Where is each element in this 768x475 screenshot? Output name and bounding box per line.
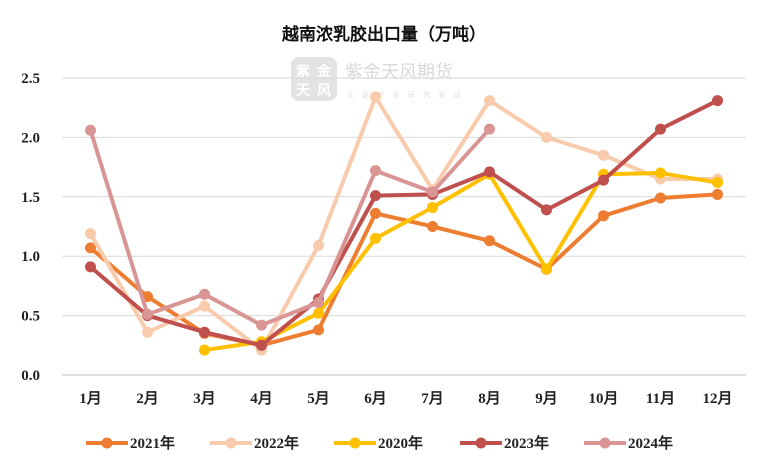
legend-marker bbox=[225, 437, 237, 449]
data-point bbox=[655, 192, 666, 204]
x-tick-label: 4月 bbox=[250, 390, 273, 407]
data-point bbox=[655, 123, 666, 135]
data-point bbox=[85, 242, 96, 254]
x-tick-label: 5月 bbox=[307, 390, 330, 407]
data-point bbox=[541, 204, 552, 216]
data-point bbox=[313, 297, 324, 309]
data-point bbox=[712, 188, 723, 200]
series-line bbox=[88, 98, 720, 348]
x-tick-label: 8月 bbox=[478, 390, 501, 407]
y-axis: 0.0 0.5 1.0 1.5 2.0 2.5 bbox=[21, 71, 40, 384]
data-point bbox=[142, 326, 153, 338]
data-point bbox=[370, 190, 381, 202]
data-point bbox=[199, 300, 210, 312]
series-3 bbox=[199, 167, 723, 356]
series-group bbox=[85, 91, 723, 356]
x-tick-label: 10月 bbox=[588, 390, 618, 407]
data-point bbox=[85, 124, 96, 136]
watermark-logo-icon bbox=[291, 57, 337, 101]
grid bbox=[62, 77, 746, 376]
data-point bbox=[427, 201, 438, 213]
data-point bbox=[484, 95, 495, 107]
x-tick-label: 3月 bbox=[193, 390, 216, 407]
x-tick-label: 2月 bbox=[136, 390, 159, 407]
legend-marker bbox=[349, 437, 361, 449]
y-tick-label: 1.0 bbox=[21, 249, 40, 265]
y-tick-label: 0.5 bbox=[21, 309, 40, 325]
watermark-name: 紫金天风期货 bbox=[345, 62, 453, 83]
legend-marker bbox=[599, 437, 611, 449]
series-line bbox=[202, 171, 720, 353]
data-point bbox=[712, 95, 723, 107]
data-point bbox=[199, 288, 210, 300]
x-tick-label: 12月 bbox=[702, 390, 732, 407]
watermark-glyph: 紫 bbox=[296, 63, 310, 80]
data-point bbox=[541, 131, 552, 143]
legend-label: 2021年 bbox=[130, 434, 175, 452]
legend-marker bbox=[101, 437, 113, 449]
data-point bbox=[313, 240, 324, 252]
data-point bbox=[256, 319, 267, 331]
y-tick-label: 1.5 bbox=[21, 190, 40, 206]
data-point bbox=[655, 167, 666, 179]
series-5 bbox=[85, 123, 495, 331]
y-tick-label: 0.0 bbox=[21, 368, 40, 384]
data-point bbox=[313, 307, 324, 319]
legend-item: 2021年 bbox=[86, 434, 175, 452]
x-axis: 1月 2月 3月 4月 5月 6月 7月 8月 9月 10月 11月 12月 bbox=[79, 390, 732, 407]
watermark-subtitle: 立 足 产 业 研 究 驱 动 bbox=[347, 90, 464, 99]
data-point bbox=[85, 228, 96, 240]
series-line bbox=[88, 95, 720, 353]
data-point bbox=[199, 326, 210, 338]
data-point bbox=[427, 221, 438, 232]
data-point bbox=[85, 261, 96, 273]
legend: 2021年 2022年 2020年 2023年 2024年 bbox=[86, 434, 673, 452]
data-point bbox=[199, 344, 210, 356]
data-point bbox=[598, 210, 609, 222]
legend-label: 2024年 bbox=[628, 434, 673, 452]
legend-marker bbox=[475, 437, 487, 449]
data-point bbox=[370, 207, 381, 219]
series-line bbox=[88, 192, 720, 348]
legend-item: 2022年 bbox=[210, 434, 299, 452]
data-point bbox=[598, 174, 609, 186]
x-tick-label: 7月 bbox=[421, 390, 444, 407]
legend-label: 2022年 bbox=[254, 434, 299, 452]
data-point bbox=[370, 165, 381, 177]
x-tick-label: 1月 bbox=[79, 390, 102, 407]
legend-label: 2023年 bbox=[504, 434, 549, 452]
x-tick-label: 11月 bbox=[646, 390, 675, 407]
chart-title: 越南浓乳胶出口量（万吨） bbox=[281, 24, 486, 45]
legend-item: 2024年 bbox=[584, 434, 673, 452]
data-point bbox=[142, 308, 153, 320]
legend-item: 2020年 bbox=[334, 434, 423, 452]
series-2 bbox=[85, 91, 723, 356]
data-point bbox=[712, 177, 723, 189]
data-point bbox=[256, 339, 267, 351]
data-point bbox=[541, 263, 552, 275]
y-tick-label: 2.0 bbox=[21, 130, 40, 146]
data-point bbox=[598, 149, 609, 161]
x-tick-label: 6月 bbox=[364, 390, 387, 407]
watermark-glyph: 天 bbox=[296, 83, 311, 99]
data-point bbox=[484, 123, 495, 135]
data-point bbox=[370, 91, 381, 103]
data-point bbox=[484, 235, 495, 247]
watermark-glyph: 金 bbox=[316, 63, 332, 80]
data-point bbox=[484, 166, 495, 178]
data-point bbox=[313, 324, 324, 336]
legend-item: 2023年 bbox=[460, 434, 549, 452]
data-point bbox=[427, 186, 438, 198]
x-tick-label: 9月 bbox=[535, 390, 558, 407]
data-point bbox=[370, 232, 381, 244]
legend-label: 2020年 bbox=[378, 434, 423, 452]
y-tick-label: 2.5 bbox=[21, 71, 40, 87]
watermark-glyph: 风 bbox=[317, 83, 331, 99]
series-line bbox=[88, 127, 492, 328]
